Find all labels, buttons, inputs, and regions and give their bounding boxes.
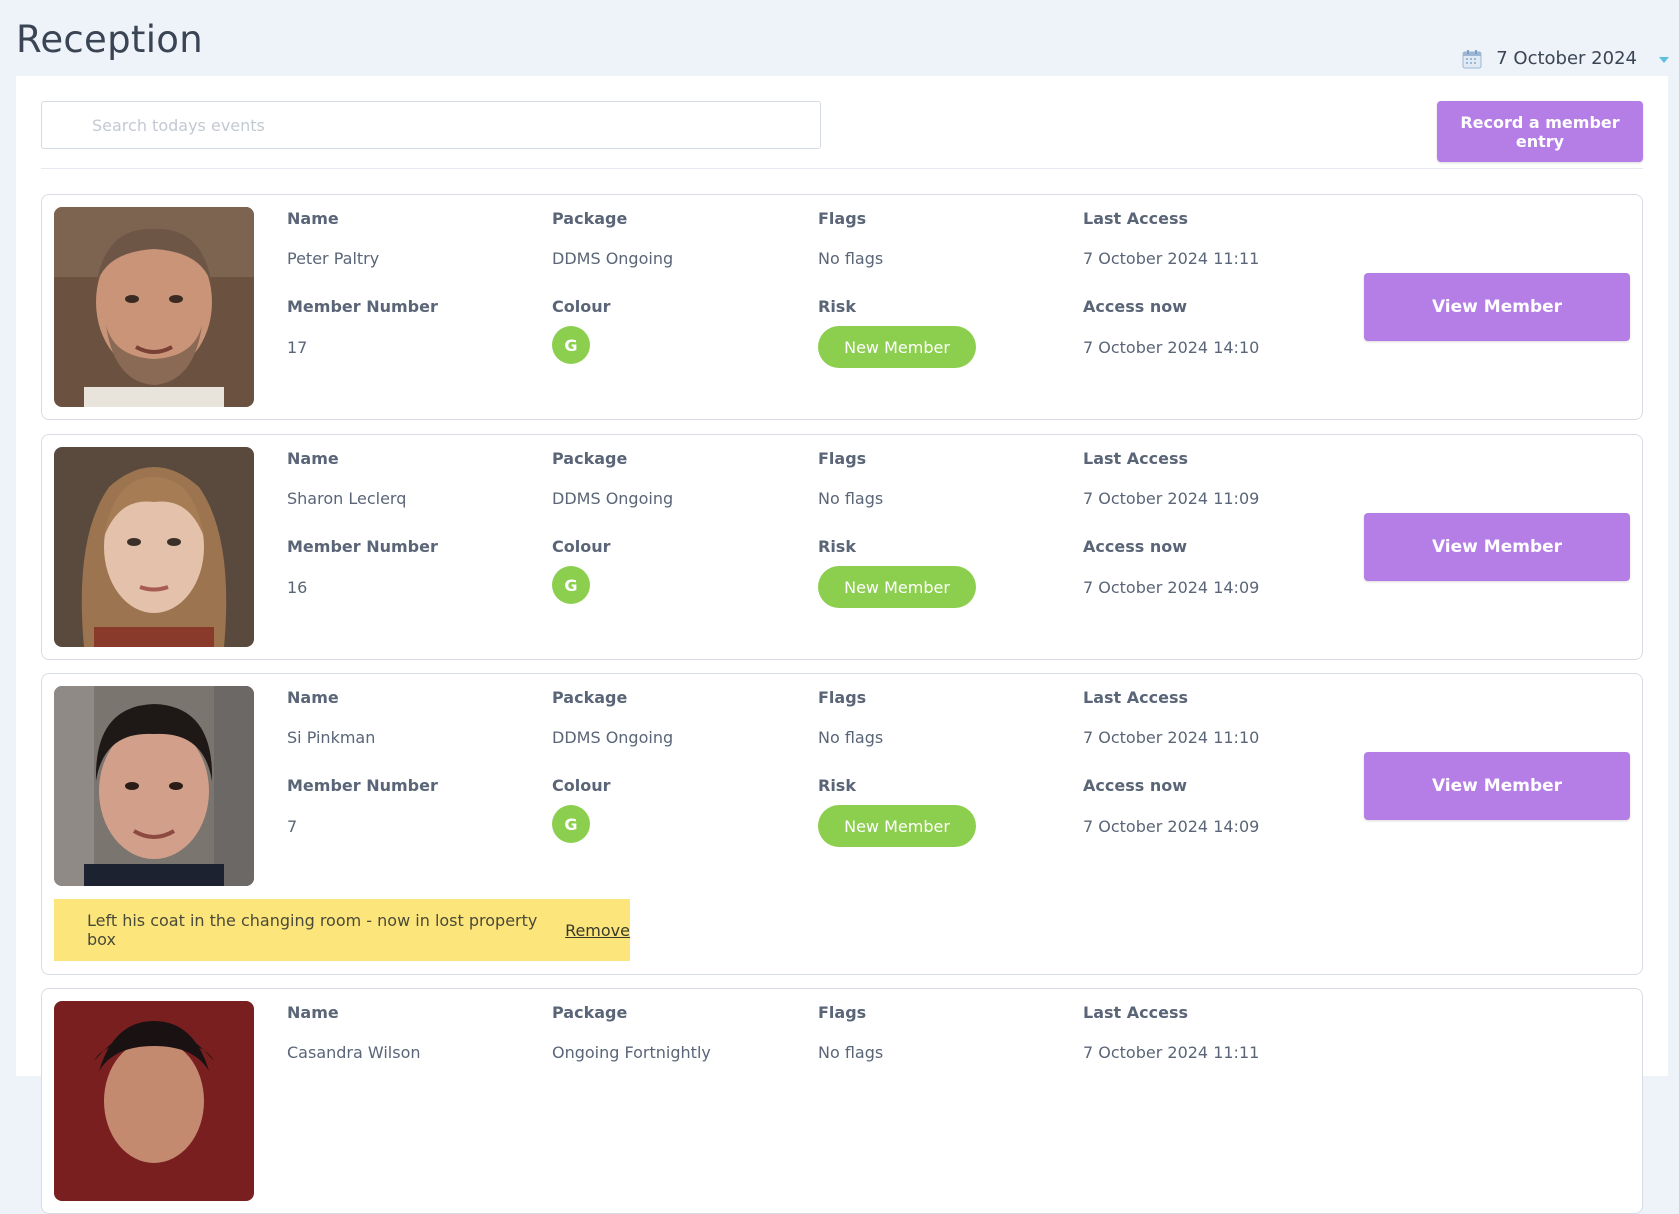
member-name: Si Pinkman xyxy=(287,728,376,747)
view-member-button[interactable]: View Member xyxy=(1364,513,1630,581)
access-now-value: 7 October 2024 14:10 xyxy=(1083,338,1260,357)
note-text: Left his coat in the changing room - now… xyxy=(87,911,538,949)
member-card: Name Casandra Wilson Package Ongoing For… xyxy=(41,988,1643,1214)
remove-note-link[interactable]: Remove xyxy=(565,920,630,940)
search-input[interactable] xyxy=(42,102,820,148)
last-access-label: Last Access xyxy=(1083,209,1188,228)
search-box[interactable] xyxy=(41,101,821,149)
last-access-value: 7 October 2024 11:11 xyxy=(1083,249,1260,268)
member-flags: No flags xyxy=(818,728,884,747)
flags-label: Flags xyxy=(818,688,867,707)
flags-label: Flags xyxy=(818,449,867,468)
member-flags: No flags xyxy=(818,1043,884,1062)
name-label: Name xyxy=(287,688,339,707)
view-member-button[interactable]: View Member xyxy=(1364,752,1630,820)
colour-badge: G xyxy=(552,566,590,604)
member-number: 17 xyxy=(287,338,308,357)
date-picker[interactable]: 7 October 2024 xyxy=(1462,48,1669,69)
member-card: Name Sharon Leclerq Member Number 16 Pac… xyxy=(41,434,1643,660)
risk-badge: New Member xyxy=(818,326,976,368)
member-photo xyxy=(54,207,254,407)
last-access-label: Last Access xyxy=(1083,688,1188,707)
member-package: DDMS Ongoing xyxy=(552,728,674,747)
package-label: Package xyxy=(552,1003,628,1022)
access-now-value: 7 October 2024 14:09 xyxy=(1083,578,1260,597)
member-card: Name Si Pinkman Member Number 7 Package … xyxy=(41,673,1643,975)
date-value: 7 October 2024 xyxy=(1496,48,1637,69)
last-access-label: Last Access xyxy=(1083,449,1188,468)
member-package: DDMS Ongoing xyxy=(552,489,674,508)
record-member-entry-button[interactable]: Record a member entry xyxy=(1437,101,1643,162)
package-label: Package xyxy=(552,209,628,228)
access-now-label: Access now xyxy=(1083,537,1187,556)
member-number: 7 xyxy=(287,817,298,836)
member-name: Sharon Leclerq xyxy=(287,489,407,508)
last-access-value: 7 October 2024 11:11 xyxy=(1083,1043,1260,1062)
member-number: 16 xyxy=(287,578,308,597)
flags-label: Flags xyxy=(818,209,867,228)
last-access-value: 7 October 2024 11:10 xyxy=(1083,728,1260,747)
member-flags: No flags xyxy=(818,489,884,508)
colour-label: Colour xyxy=(552,537,611,556)
access-now-label: Access now xyxy=(1083,776,1187,795)
colour-label: Colour xyxy=(552,776,611,795)
colour-badge: G xyxy=(552,326,590,364)
colour-badge: G xyxy=(552,805,590,843)
member-package: Ongoing Fortnightly xyxy=(552,1043,711,1062)
member-name: Peter Paltry xyxy=(287,249,380,268)
risk-badge: New Member xyxy=(818,805,976,847)
view-member-button[interactable]: View Member xyxy=(1364,273,1630,341)
member-photo xyxy=(54,447,254,647)
risk-label: Risk xyxy=(818,297,856,316)
chevron-down-icon[interactable] xyxy=(1659,56,1669,63)
member-photo xyxy=(54,686,254,886)
flags-label: Flags xyxy=(818,1003,867,1022)
member-package: DDMS Ongoing xyxy=(552,249,674,268)
risk-badge: New Member xyxy=(818,566,976,608)
package-label: Package xyxy=(552,688,628,707)
name-label: Name xyxy=(287,449,339,468)
main-panel: Record a member entry Name Peter Paltry … xyxy=(16,76,1668,1214)
calendar-icon xyxy=(1462,49,1482,69)
colour-label: Colour xyxy=(552,297,611,316)
risk-label: Risk xyxy=(818,776,856,795)
access-now-label: Access now xyxy=(1083,297,1187,316)
risk-label: Risk xyxy=(818,537,856,556)
member-note: Left his coat in the changing room - now… xyxy=(54,899,630,961)
package-label: Package xyxy=(552,449,628,468)
name-label: Name xyxy=(287,1003,339,1022)
access-now-value: 7 October 2024 14:09 xyxy=(1083,817,1260,836)
member-photo xyxy=(54,1001,254,1201)
divider xyxy=(41,168,1643,169)
member-flags: No flags xyxy=(818,249,884,268)
last-access-label: Last Access xyxy=(1083,1003,1188,1022)
member-card: Name Peter Paltry Member Number 17 Packa… xyxy=(41,194,1643,420)
member-number-label: Member Number xyxy=(287,297,438,316)
member-number-label: Member Number xyxy=(287,537,438,556)
page-title: Reception xyxy=(16,18,203,61)
member-name: Casandra Wilson xyxy=(287,1043,421,1062)
name-label: Name xyxy=(287,209,339,228)
member-number-label: Member Number xyxy=(287,776,438,795)
last-access-value: 7 October 2024 11:09 xyxy=(1083,489,1260,508)
